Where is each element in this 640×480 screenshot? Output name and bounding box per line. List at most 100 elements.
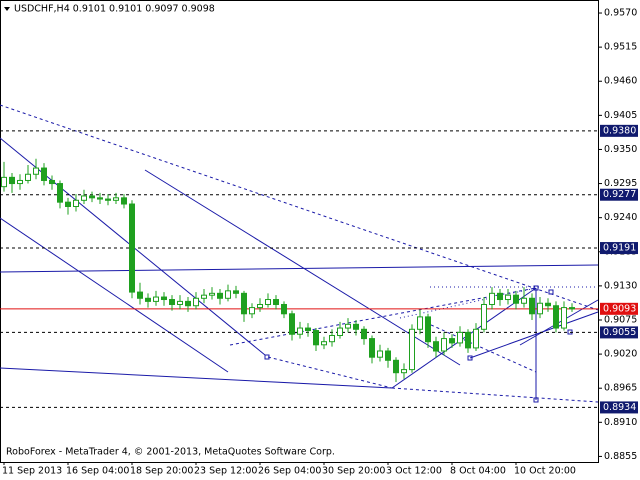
candle-body: [497, 292, 503, 301]
candle-body: [193, 297, 199, 307]
candle-body: [81, 195, 87, 201]
y-tick-label: 0.9350: [604, 144, 637, 155]
candle-body: [433, 341, 439, 352]
trend-line: [0, 264, 599, 273]
y-tick-label: 0.8965: [604, 383, 637, 394]
y-tick-label: 0.8910: [604, 417, 637, 428]
candle-body: [233, 290, 239, 294]
footer: RoboForex - MetaTrader 4, © 2001-2013, M…: [6, 447, 335, 458]
candle-body: [153, 296, 159, 302]
candle-body: [529, 297, 535, 315]
candle-body: [9, 176, 15, 185]
trend-line: [399, 287, 537, 319]
trend-line: [391, 387, 599, 403]
candle-body: [49, 179, 55, 185]
candle-body: [313, 330, 319, 346]
plot-frame: [0, 0, 599, 463]
level-tag: [600, 401, 638, 414]
candle-body: [465, 331, 471, 349]
x-tick-label: 16 Sep 04:00: [66, 466, 129, 477]
candle-body: [265, 299, 271, 305]
y-tick-label: 0.9020: [604, 349, 637, 360]
level-label: 0.9055: [603, 327, 636, 338]
x-tick-label: 10 Oct 20:00: [514, 466, 576, 477]
candle-body: [393, 359, 399, 374]
candle-body: [65, 201, 71, 208]
candle-body: [257, 303, 263, 309]
candle-body: [177, 300, 183, 305]
level-label: 0.9191: [603, 243, 636, 254]
candle-body: [377, 350, 383, 358]
candle-body: [137, 291, 143, 299]
level-tag: [600, 188, 638, 201]
anchor-point: [264, 354, 270, 360]
trend-line: [469, 311, 599, 359]
x-tick-label: 30 Sep 20:00: [322, 466, 385, 477]
candle-body: [281, 303, 287, 315]
candle-body: [337, 327, 343, 336]
level-label: 0.8934: [603, 402, 636, 413]
candle-body: [113, 197, 119, 201]
y-tick-label: 0.9130: [604, 280, 637, 291]
trend-line: [144, 169, 461, 366]
trend-line: [0, 367, 393, 389]
y-tick-label: 0.9240: [604, 212, 637, 223]
candle-body: [353, 323, 359, 330]
candle-body: [521, 297, 527, 304]
trend-line: [229, 287, 537, 346]
x-tick-label: 18 Sep 20:00: [130, 466, 193, 477]
x-tick-label: 8 Oct 04:00: [450, 466, 506, 477]
candle-body: [553, 305, 559, 329]
y-tick-label: 0.8855: [604, 451, 637, 462]
candle-body: [225, 290, 231, 299]
level-label: 0.9277: [603, 189, 636, 200]
candle-body: [441, 338, 447, 352]
candle-body: [297, 327, 303, 335]
chart-title: USDCHF,H4 0.9101 0.9101 0.9097 0.9098: [14, 4, 215, 15]
trend-lines: [0, 104, 599, 403]
level-label: 0.9380: [603, 125, 636, 136]
level-tag: [600, 326, 638, 339]
y-tick-label: 0.9295: [604, 178, 637, 189]
candle-body: [33, 167, 39, 175]
level-tag: [600, 242, 638, 255]
candle-body: [457, 331, 463, 344]
candle-body: [385, 350, 391, 361]
candle-body: [401, 369, 407, 374]
candle-body: [57, 183, 63, 203]
anchor-point: [533, 397, 539, 403]
y-tick-label: 0.9460: [604, 76, 637, 87]
candle-body: [249, 307, 255, 315]
candle-body: [561, 307, 567, 329]
menu-arrow: [4, 7, 10, 11]
candle-body: [473, 328, 479, 349]
candle-body: [489, 292, 495, 305]
candle-body: [449, 338, 455, 344]
candle-body: [481, 303, 487, 330]
x-tick-label: 3 Oct 12:00: [386, 466, 442, 477]
price-tag: [600, 302, 638, 315]
y-tick-label: 0.9405: [604, 110, 637, 121]
candle-body: [169, 299, 175, 305]
candle-body: [97, 197, 103, 200]
candle-body: [305, 327, 311, 332]
candle-body: [505, 294, 511, 301]
candle-body: [273, 299, 279, 305]
x-tick-label: 26 Sep 04:00: [258, 466, 321, 477]
candle-body: [89, 195, 95, 199]
candle-body: [289, 313, 295, 335]
candle-body: [241, 292, 247, 315]
x-tick-label: 11 Sep 2013: [2, 466, 62, 477]
candle-body: [361, 328, 367, 340]
candle-body: [569, 307, 575, 310]
candle-body: [321, 341, 327, 346]
price-label: 0.9093: [603, 303, 636, 314]
candle-body: [417, 316, 423, 330]
candle-body: [369, 338, 375, 358]
candle-body: [513, 294, 519, 304]
candle-body: [345, 323, 351, 329]
candle-body: [17, 179, 23, 185]
candle-body: [425, 316, 431, 343]
candle-body: [409, 328, 415, 371]
